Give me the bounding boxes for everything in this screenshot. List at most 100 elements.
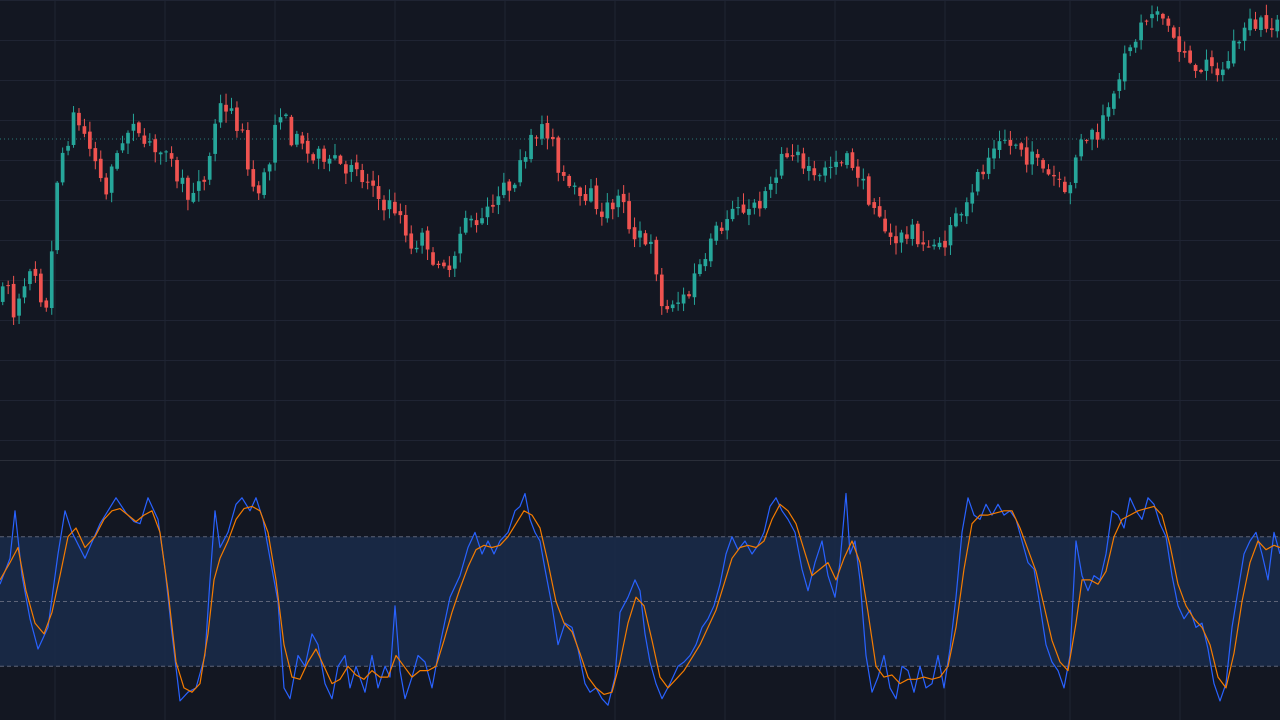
candle [213, 119, 218, 162]
candle-body [469, 218, 474, 221]
candle-body [354, 162, 359, 170]
candle-body [638, 230, 642, 238]
candle [959, 212, 964, 222]
candle-body [93, 148, 98, 162]
candle-body [322, 148, 326, 162]
candle [507, 179, 512, 202]
candle-body [120, 143, 125, 151]
candle-body [796, 151, 800, 156]
candle [338, 154, 343, 165]
candle-body [948, 225, 953, 246]
candle-body [872, 202, 877, 208]
candle-body [82, 126, 87, 134]
candle-body [752, 202, 757, 208]
candle [229, 97, 234, 114]
candle-body [88, 131, 92, 149]
candle-body [104, 177, 109, 195]
candle-body [224, 104, 228, 112]
candle-body [349, 164, 354, 172]
candle-body [1101, 115, 1105, 139]
candle-body [1171, 27, 1176, 38]
candle-body [164, 151, 168, 153]
candle [1182, 41, 1187, 58]
candle [191, 182, 196, 204]
candle-body [507, 181, 512, 191]
candle-body [806, 165, 811, 171]
candle-body [1188, 50, 1192, 63]
candle-body [774, 177, 779, 183]
candle [621, 185, 626, 214]
candle-body [49, 251, 54, 309]
candle [1008, 130, 1013, 155]
candle-body [491, 204, 495, 207]
candle [485, 197, 490, 225]
candle-body [747, 209, 751, 215]
candle [523, 151, 528, 169]
candle-body [1095, 132, 1100, 140]
candle [1057, 171, 1062, 188]
candle [463, 210, 468, 235]
candle [757, 191, 762, 217]
candle-body [126, 132, 130, 144]
candle [698, 259, 702, 277]
candle [992, 139, 996, 170]
candle-body [567, 175, 572, 187]
candlestick-series[interactable] [0, 4, 1280, 325]
candle [333, 143, 337, 161]
candle [1264, 4, 1269, 33]
candle [1220, 61, 1225, 82]
candle [1231, 29, 1236, 67]
candle [1188, 45, 1192, 65]
candle [1193, 63, 1198, 78]
candle-body [1193, 65, 1198, 71]
candle-body [480, 218, 484, 224]
candle-body [550, 136, 555, 140]
candle-body [267, 164, 272, 172]
candle-body [1275, 19, 1280, 32]
candle [425, 226, 430, 260]
candle [1210, 50, 1214, 74]
candle [501, 172, 506, 199]
candle-body [371, 180, 375, 186]
candle-body [501, 182, 506, 196]
candle-body [1215, 68, 1220, 76]
oscillator-series[interactable] [0, 492, 1280, 706]
candle-body [1046, 169, 1051, 175]
candle-body [540, 124, 544, 139]
candle [131, 113, 136, 142]
candle-body [245, 130, 250, 170]
candle [817, 173, 822, 182]
candle [616, 189, 621, 218]
candle [518, 149, 523, 187]
candle-body [71, 112, 76, 145]
candle [175, 156, 179, 189]
candle [158, 151, 163, 165]
candle-body [708, 238, 713, 262]
candle-body [376, 186, 381, 200]
candle-body [447, 265, 452, 271]
candle [529, 128, 533, 163]
candle [512, 182, 517, 192]
candle [561, 165, 566, 181]
candle-body [1106, 107, 1111, 117]
candle-body [1161, 13, 1165, 19]
candle-body [131, 123, 136, 131]
candle-body [627, 201, 631, 230]
candle [774, 169, 779, 195]
candle-body [610, 202, 615, 210]
candle [703, 253, 708, 272]
candle-body [1237, 41, 1242, 44]
candle [828, 156, 833, 179]
candle [534, 135, 539, 147]
candle [49, 240, 54, 315]
candle-body [1133, 41, 1138, 48]
candle [327, 154, 332, 172]
candle [964, 197, 969, 224]
candle [1046, 164, 1051, 176]
candle-body [1117, 79, 1122, 91]
candle-body [698, 264, 702, 275]
candle [943, 230, 947, 256]
candle-body [856, 166, 860, 178]
candle-body [779, 153, 784, 176]
